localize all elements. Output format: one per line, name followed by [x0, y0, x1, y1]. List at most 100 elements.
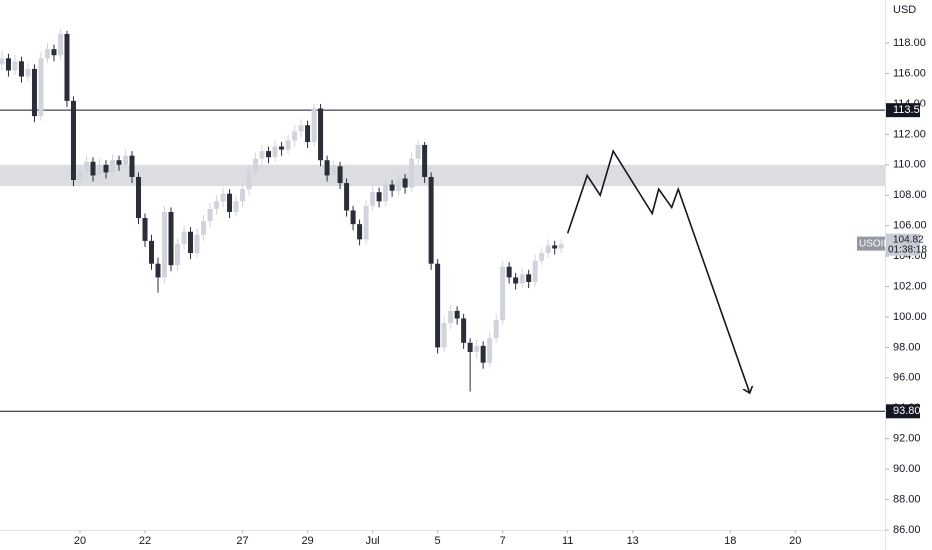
- candle-body: [409, 158, 415, 188]
- candle-body: [31, 68, 37, 117]
- candle-body: [175, 243, 181, 266]
- candle-body: [57, 33, 63, 56]
- symbol-badge: [857, 236, 885, 251]
- candle-body: [402, 178, 408, 188]
- candle-body: [318, 108, 324, 161]
- candle-body: [500, 266, 506, 321]
- candle-body: [90, 161, 96, 176]
- candle-body: [506, 266, 512, 278]
- candle-body: [201, 221, 207, 235]
- candle-body: [214, 201, 220, 209]
- candle-body: [96, 164, 102, 176]
- x-tick-label: 22: [139, 535, 151, 547]
- candle-body: [474, 345, 480, 352]
- resistance-zone: [0, 164, 885, 187]
- y-tick-label: 88.00: [893, 493, 921, 505]
- candle-body: [44, 49, 50, 59]
- candle-body: [18, 61, 24, 77]
- candle-body: [428, 176, 434, 264]
- candle-body: [227, 193, 233, 212]
- candle-body: [162, 211, 168, 278]
- candle-body: [12, 61, 18, 71]
- candle-body: [357, 224, 363, 240]
- candle-body: [0, 58, 5, 65]
- candle-body: [70, 100, 76, 181]
- y-tick-label: 100.00: [893, 311, 927, 323]
- x-tick-label: 20: [789, 535, 801, 547]
- candle-body: [246, 170, 252, 190]
- candle-body: [370, 192, 376, 206]
- candle-body: [38, 58, 44, 117]
- candle-body: [155, 263, 161, 278]
- y-tick-label: 98.00: [893, 341, 921, 353]
- candle-body: [233, 201, 239, 212]
- candle-body: [207, 208, 213, 222]
- level-label: 113.59: [893, 104, 926, 116]
- candle-body: [311, 108, 317, 142]
- projection-path: [566, 149, 750, 393]
- candle-body: [441, 323, 447, 348]
- candle-body: [266, 151, 272, 158]
- y-tick-label: 112.00: [893, 128, 926, 140]
- candle-body: [487, 338, 493, 363]
- candle-body: [467, 342, 473, 352]
- y-tick-label: 110.00: [893, 159, 926, 171]
- candle-body: [51, 49, 57, 56]
- candle-body: [350, 210, 356, 225]
- candle-body: [389, 184, 395, 191]
- candle-body: [149, 240, 155, 264]
- x-tick-label: Jul: [366, 535, 380, 547]
- candle-body: [194, 234, 200, 254]
- candle-body: [415, 145, 421, 159]
- level-label: 93.80: [893, 405, 921, 417]
- candle-body: [558, 243, 564, 249]
- level-badge: [886, 103, 920, 118]
- candle-body: [77, 170, 83, 181]
- candle-body: [539, 253, 545, 261]
- candle-body: [376, 192, 382, 202]
- candle-body: [305, 125, 311, 142]
- x-tick-label: 5: [435, 535, 441, 547]
- candle-body: [363, 205, 369, 240]
- candle-body: [279, 146, 285, 150]
- candle-body: [513, 277, 519, 284]
- candle-body: [83, 161, 89, 171]
- candle-body: [298, 125, 304, 132]
- candle-body: [480, 345, 486, 363]
- currency-label: USD: [893, 4, 916, 16]
- candle-body: [545, 245, 551, 254]
- candle-body: [526, 274, 532, 282]
- y-tick-label: 118.00: [893, 37, 926, 49]
- candle-body: [188, 231, 194, 254]
- x-tick-label: 13: [627, 535, 639, 547]
- y-tick-label: 108.00: [893, 189, 927, 201]
- candle-body: [5, 58, 11, 71]
- level-badge: [886, 404, 920, 419]
- candle-body: [292, 131, 298, 141]
- candle-body: [344, 183, 350, 211]
- candle-body: [220, 193, 226, 202]
- candle-body: [272, 146, 278, 158]
- candle-body: [116, 160, 122, 165]
- candle-body: [493, 320, 499, 339]
- candle-body: [324, 160, 330, 176]
- candle-body: [181, 231, 187, 244]
- candle-body: [240, 189, 246, 202]
- candle-body: [259, 151, 265, 159]
- candle-body: [435, 263, 441, 348]
- candle-body: [552, 245, 558, 249]
- y-tick-label: 102.00: [893, 280, 927, 292]
- y-tick-label: 96.00: [893, 372, 921, 384]
- candle-body: [285, 140, 291, 150]
- candle-body: [253, 158, 259, 171]
- candle-body: [422, 145, 428, 177]
- candle-body: [103, 164, 109, 173]
- x-tick-label: 27: [236, 535, 248, 547]
- candle-body: [64, 33, 70, 101]
- x-tick-label: 18: [724, 535, 736, 547]
- candle-body: [331, 166, 337, 176]
- x-tick-label: 11: [562, 535, 573, 547]
- last-price-badge: [886, 233, 920, 256]
- candle-body: [337, 166, 343, 184]
